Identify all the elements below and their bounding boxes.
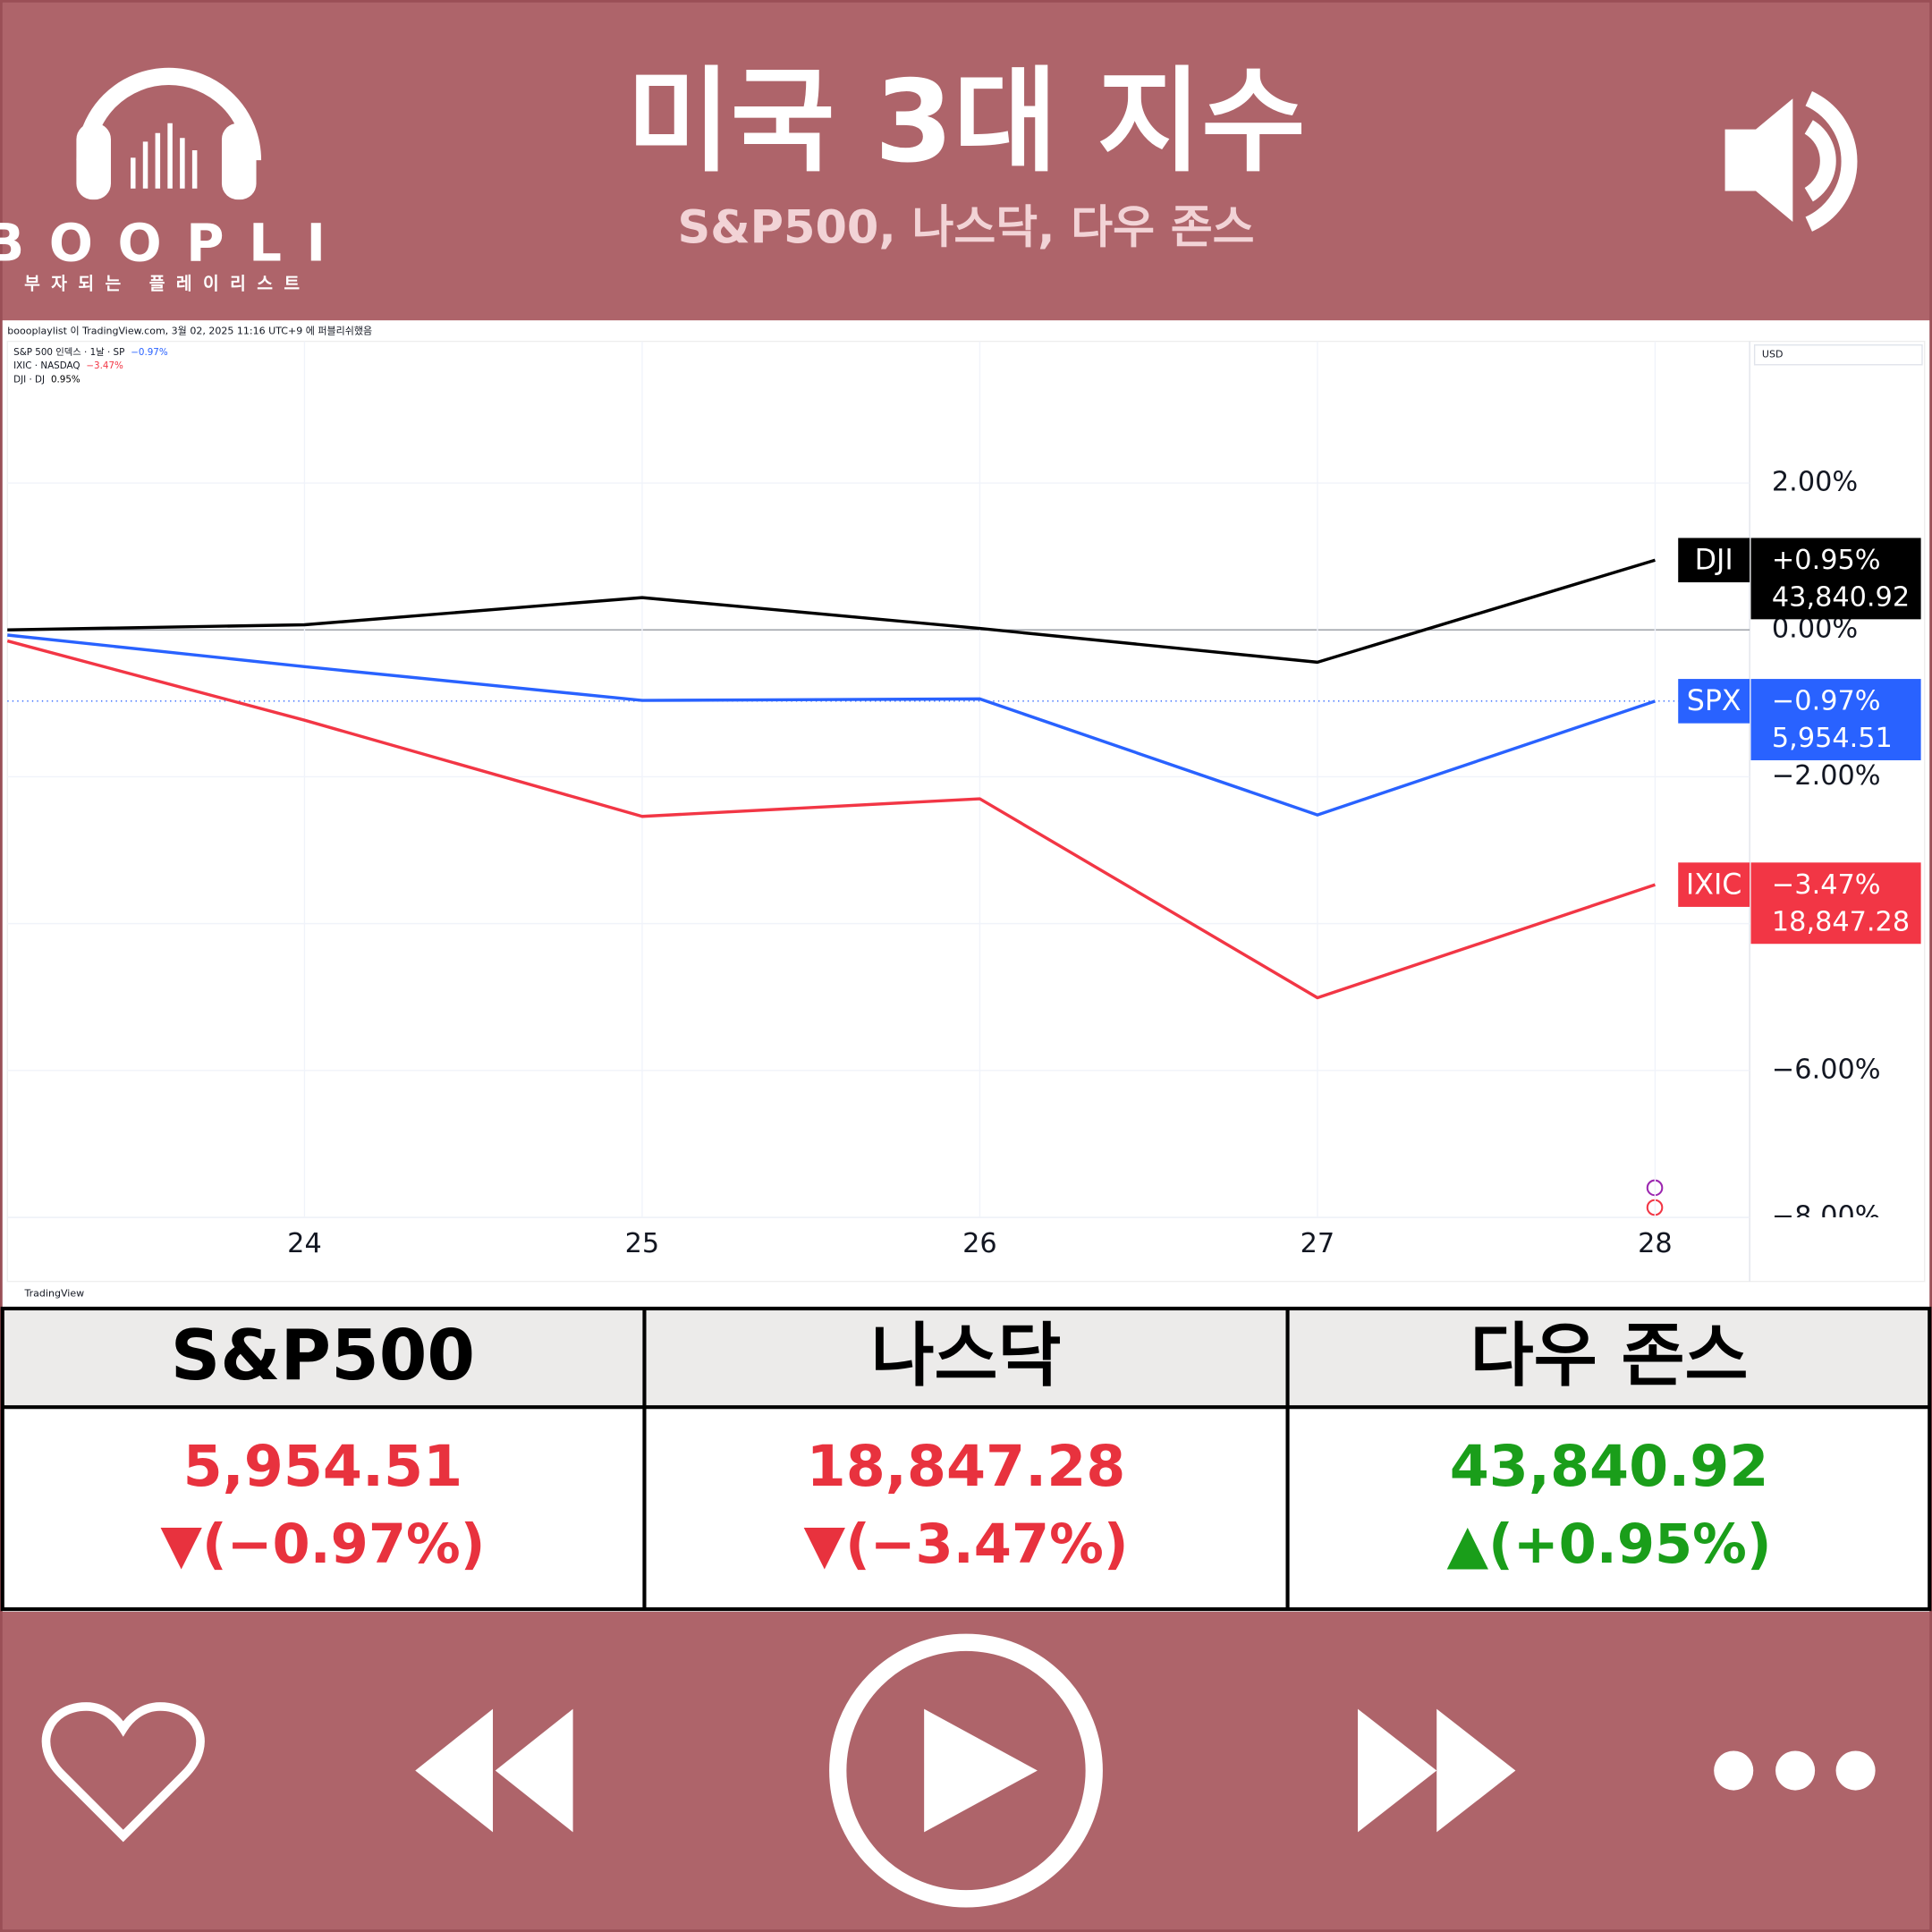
legend-entry: S&P 500 인덱스 · 1날 · SP bbox=[13, 347, 124, 358]
series-name: IXIC bbox=[1686, 869, 1742, 901]
summary-table: S&P500 5,954.51 ▼(−0.97%) 나스닥 18,847.28 ▼(−3.… bbox=[0, 1306, 1932, 1612]
x-tick-label: 24 bbox=[287, 1228, 322, 1259]
series-tag bbox=[1678, 862, 1750, 907]
header-bar bbox=[0, 0, 1932, 321]
value-label: +0.95% bbox=[1772, 545, 1881, 576]
legend-change: −3.47% bbox=[86, 360, 123, 371]
value-label: −0.97% bbox=[1772, 686, 1881, 717]
table-change: ▼(−0.97%) bbox=[160, 1513, 485, 1576]
x-tick-label: 28 bbox=[1638, 1228, 1673, 1259]
legend-entry: DJI · DJ bbox=[13, 374, 45, 385]
value-box bbox=[1750, 862, 1921, 945]
headphones-icon bbox=[76, 67, 262, 200]
series-name: DJI bbox=[1695, 545, 1733, 577]
chart: boooplaylist 이 TradingView.com, 3월 02, 2… bbox=[6, 326, 1926, 1299]
table-header-row bbox=[2, 1308, 1930, 1408]
legend-change: 0.95% bbox=[51, 374, 80, 385]
series-line bbox=[7, 558, 1656, 665]
x-tick-label: 25 bbox=[625, 1228, 660, 1259]
page-title: 미국 3대 지수 bbox=[626, 55, 1305, 187]
value-box bbox=[1750, 538, 1921, 620]
currency: USD bbox=[1762, 349, 1784, 360]
table-change: ▲(+0.95%) bbox=[1447, 1513, 1772, 1576]
brand-mark: TradingView bbox=[24, 1287, 85, 1299]
attribution: boooplaylist 이 TradingView.com, 3월 02, 2… bbox=[7, 326, 372, 337]
table-border bbox=[0, 1306, 1932, 1612]
y-tick-label: −8.00% bbox=[1772, 1201, 1881, 1233]
series-line bbox=[7, 633, 1656, 817]
value-label: −3.47% bbox=[1772, 869, 1881, 901]
table-header: 다우 존스 bbox=[1470, 1316, 1749, 1396]
y-tick-label: −2.00% bbox=[1772, 760, 1881, 792]
series-line bbox=[6, 639, 1656, 1000]
price-label: 5,954.51 bbox=[1772, 723, 1893, 754]
chart-frame bbox=[6, 340, 1926, 1283]
rewind-button[interactable] bbox=[415, 1708, 573, 1833]
x-tick-label: 26 bbox=[962, 1228, 997, 1259]
volume-button[interactable] bbox=[1724, 91, 1858, 232]
legend-entry: IXIC · NASDAQ bbox=[13, 360, 80, 371]
table-change: ▼(−3.47%) bbox=[803, 1513, 1128, 1576]
table-header: S&P500 bbox=[171, 1316, 475, 1396]
series-tag bbox=[1678, 679, 1750, 724]
forward-button[interactable] bbox=[1358, 1708, 1516, 1833]
table-price: 5,954.51 bbox=[183, 1433, 463, 1499]
price-label: 43,840.92 bbox=[1772, 581, 1910, 613]
page-subtitle: S&P500, 나스닥, 다우 존스 bbox=[678, 202, 1255, 255]
value-box bbox=[1750, 679, 1921, 760]
table-price: 43,840.92 bbox=[1450, 1433, 1769, 1499]
logo-tagline: 부자되는 플레이리스트 bbox=[24, 274, 310, 294]
play-button[interactable] bbox=[829, 1633, 1103, 1908]
currency-box bbox=[1753, 344, 1923, 366]
more-button[interactable] bbox=[1714, 1750, 1876, 1791]
price-label: 18,847.28 bbox=[1772, 906, 1910, 937]
table-header: 나스닥 bbox=[871, 1316, 1062, 1396]
logo-text: BOOPLI bbox=[0, 213, 351, 274]
table-price: 18,847.28 bbox=[807, 1433, 1126, 1499]
y-tick-label: 2.00% bbox=[1772, 467, 1858, 498]
like-button[interactable] bbox=[41, 1702, 205, 1843]
y-tick-label: −6.00% bbox=[1772, 1054, 1881, 1085]
legend-change: −0.97% bbox=[131, 347, 168, 358]
series-name: SPX bbox=[1687, 685, 1741, 717]
x-tick-label: 27 bbox=[1301, 1228, 1335, 1259]
series-tag bbox=[1678, 538, 1750, 583]
